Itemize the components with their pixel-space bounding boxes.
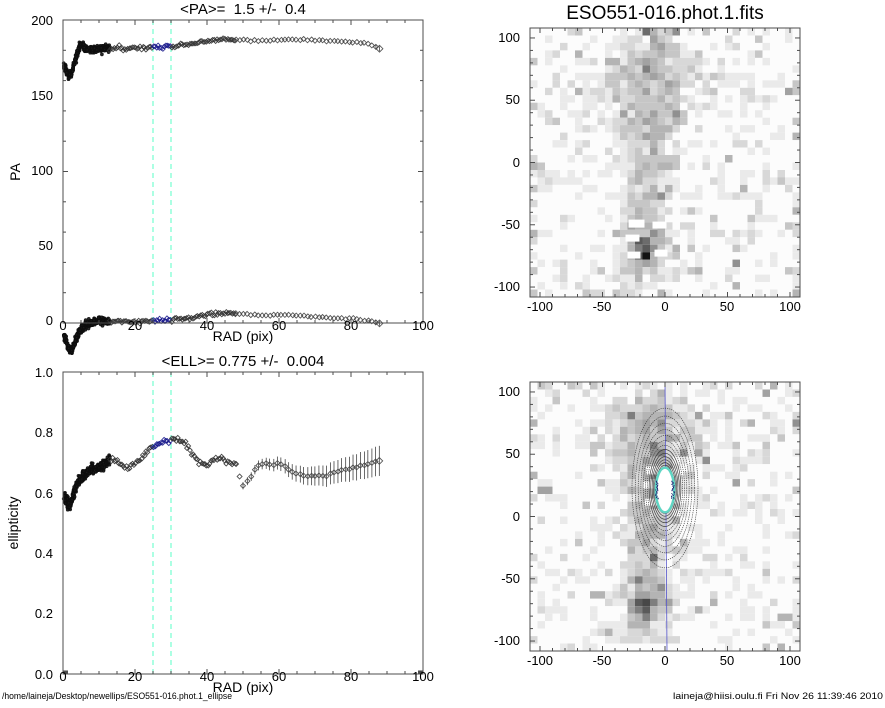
svg-text:150: 150 <box>31 88 53 103</box>
svg-text:0.0: 0.0 <box>35 667 53 682</box>
svg-text:100: 100 <box>779 299 801 314</box>
svg-text:50: 50 <box>39 238 53 253</box>
svg-text:-100: -100 <box>527 299 553 314</box>
svg-text:/home/laineja/Desktop/newellip: /home/laineja/Desktop/newellips/ESO551-0… <box>2 691 232 701</box>
svg-text:50: 50 <box>720 653 734 668</box>
svg-text:60: 60 <box>272 318 286 333</box>
svg-text:100: 100 <box>498 384 520 399</box>
svg-text:-50: -50 <box>501 571 520 586</box>
svg-text:0.8: 0.8 <box>35 425 53 440</box>
svg-text:20: 20 <box>128 318 142 333</box>
svg-text:-100: -100 <box>527 653 553 668</box>
svg-text:20: 20 <box>128 669 142 684</box>
svg-text:-100: -100 <box>494 279 520 294</box>
svg-text:100: 100 <box>31 163 53 178</box>
svg-text:100: 100 <box>412 318 434 333</box>
svg-text:ellipticity: ellipticity <box>5 497 21 550</box>
svg-text:-50: -50 <box>593 299 612 314</box>
svg-text:80: 80 <box>344 669 358 684</box>
svg-text:50: 50 <box>506 92 520 107</box>
svg-text:<PA>= 1.5 +/- 0.4: <PA>= 1.5 +/- 0.4 <box>180 1 306 18</box>
svg-text:0: 0 <box>661 299 668 314</box>
svg-text:<ELL>= 0.775 +/- 0.004: <ELL>= 0.775 +/- 0.004 <box>162 353 325 370</box>
svg-text:-50: -50 <box>593 653 612 668</box>
svg-text:50: 50 <box>720 299 734 314</box>
svg-text:0.2: 0.2 <box>35 606 53 621</box>
svg-text:50: 50 <box>506 446 520 461</box>
svg-text:-100: -100 <box>494 633 520 648</box>
svg-text:0: 0 <box>513 155 520 170</box>
svg-text:200: 200 <box>31 13 53 28</box>
svg-text:100: 100 <box>498 30 520 45</box>
svg-text:0: 0 <box>59 669 66 684</box>
svg-text:0: 0 <box>513 509 520 524</box>
svg-text:0: 0 <box>46 313 53 328</box>
svg-text:0: 0 <box>59 318 66 333</box>
svg-text:1.0: 1.0 <box>35 365 53 380</box>
svg-text:0.4: 0.4 <box>35 546 53 561</box>
svg-text:100: 100 <box>779 653 801 668</box>
svg-text:ESO551-016.phot.1.fits: ESO551-016.phot.1.fits <box>566 3 764 24</box>
svg-text:0.6: 0.6 <box>35 486 53 501</box>
svg-text:80: 80 <box>344 318 358 333</box>
svg-text:PA: PA <box>7 163 23 181</box>
svg-text:100: 100 <box>412 669 434 684</box>
svg-text:60: 60 <box>272 669 286 684</box>
svg-text:-50: -50 <box>501 217 520 232</box>
svg-text:RAD (pix): RAD (pix) <box>213 328 274 344</box>
svg-text:0: 0 <box>661 653 668 668</box>
svg-text:laineja@hiisi.oulu.fi Fri Nov: laineja@hiisi.oulu.fi Fri Nov 26 11:39:4… <box>673 691 883 701</box>
